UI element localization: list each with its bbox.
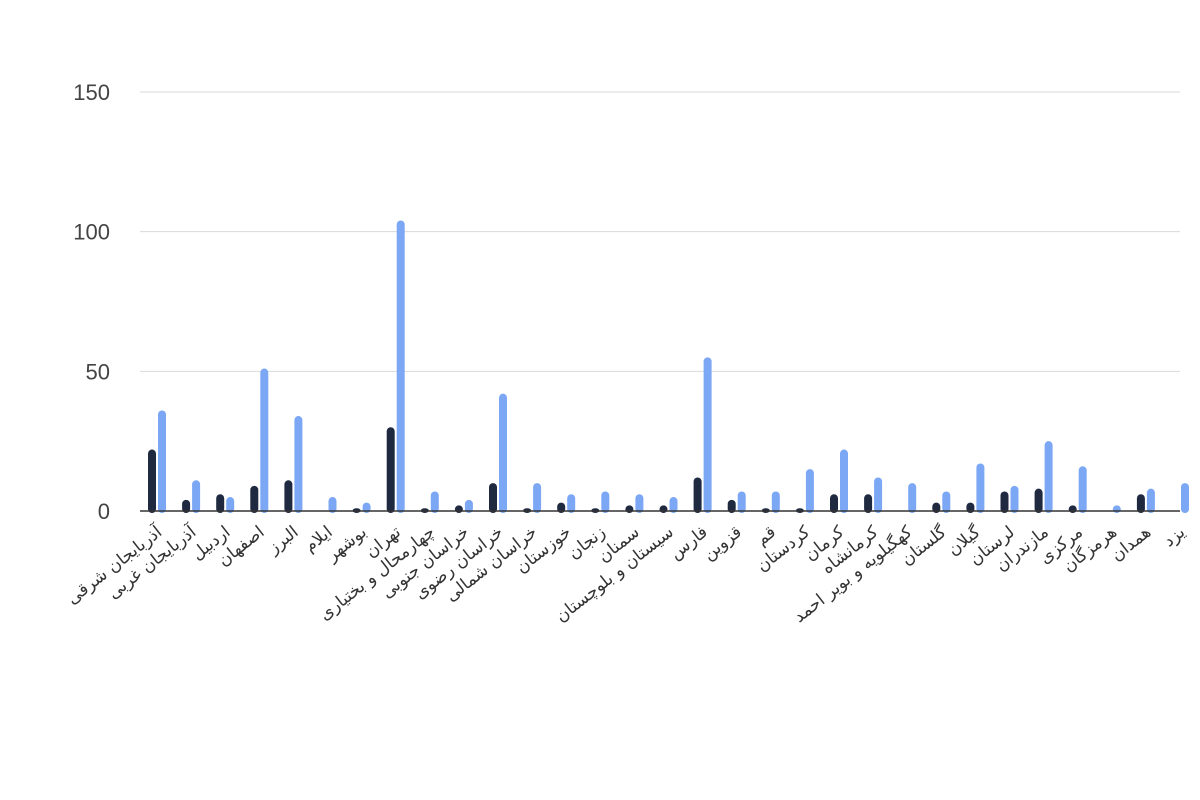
bar-series-2-12 [567, 494, 576, 513]
bar-series-2-9 [464, 499, 473, 513]
bar-series-1-4 [284, 480, 293, 513]
bar-series-2-16 [703, 357, 712, 513]
bar-series-2-25 [1010, 485, 1019, 513]
bar-series-2-4 [294, 416, 303, 513]
bar-series-2-28 [1112, 505, 1121, 513]
bar-series-2-13 [601, 491, 610, 513]
y-tick-label: 50 [86, 359, 110, 384]
bar-series-2-2 [226, 497, 235, 513]
bar-series-2-22 [908, 483, 917, 513]
bar-series-2-8 [430, 491, 439, 513]
bar-series-2-20 [840, 449, 848, 513]
x-category-label: فارس [666, 522, 712, 564]
x-category-label: همدان [1107, 522, 1155, 565]
bar-series-1-29 [1136, 494, 1145, 513]
bar-series-1-7 [386, 427, 395, 513]
bar-series-2-19 [805, 469, 814, 513]
y-tick-label: 150 [73, 80, 110, 105]
bar-series-1-21 [864, 494, 873, 513]
bar-series-1-17 [727, 499, 736, 513]
bar-series-1-27 [1068, 505, 1077, 513]
bar-series-1-0 [148, 449, 156, 513]
bar-series-2-0 [158, 410, 166, 513]
bars [148, 220, 1189, 513]
bar-series-1-14 [625, 505, 634, 513]
grid-lines [140, 91, 1180, 372]
bar-series-2-7 [396, 220, 405, 513]
bar-series-2-29 [1146, 488, 1155, 513]
bar-series-2-15 [669, 497, 678, 513]
bar-series-1-25 [1000, 491, 1009, 513]
bar-series-2-1 [192, 480, 201, 513]
bar-series-2-11 [533, 483, 542, 513]
bar-series-1-1 [182, 499, 191, 513]
bar-series-2-10 [499, 393, 507, 513]
x-category-label: البرز [264, 522, 303, 558]
bar-series-2-3 [260, 368, 269, 513]
bar-series-2-14 [635, 494, 644, 513]
bar-series-1-26 [1034, 488, 1043, 513]
bar-series-2-27 [1078, 466, 1087, 513]
y-tick-label: 0 [98, 499, 110, 524]
y-axis-tick-labels: 0 50 100 150 [73, 80, 110, 524]
bar-series-2-26 [1044, 441, 1053, 513]
bar-series-1-10 [489, 483, 497, 513]
x-category-label: قزوین [699, 522, 746, 564]
y-tick-label: 100 [73, 220, 110, 245]
bar-series-2-5 [328, 497, 337, 513]
bar-series-1-15 [659, 505, 668, 513]
bar-series-2-18 [771, 491, 780, 513]
bar-series-1-2 [216, 494, 225, 513]
bar-series-2-24 [976, 463, 985, 513]
bar-series-2-17 [737, 491, 746, 513]
x-category-label: یزد [1160, 522, 1190, 551]
bar-series-2-23 [942, 491, 951, 513]
bar-series-1-20 [830, 494, 838, 513]
bar-series-1-16 [693, 477, 702, 513]
bar-series-2-30 [1181, 483, 1189, 513]
bar-series-1-9 [454, 505, 463, 513]
bar-series-1-3 [250, 485, 259, 513]
bar-series-2-21 [874, 477, 883, 513]
